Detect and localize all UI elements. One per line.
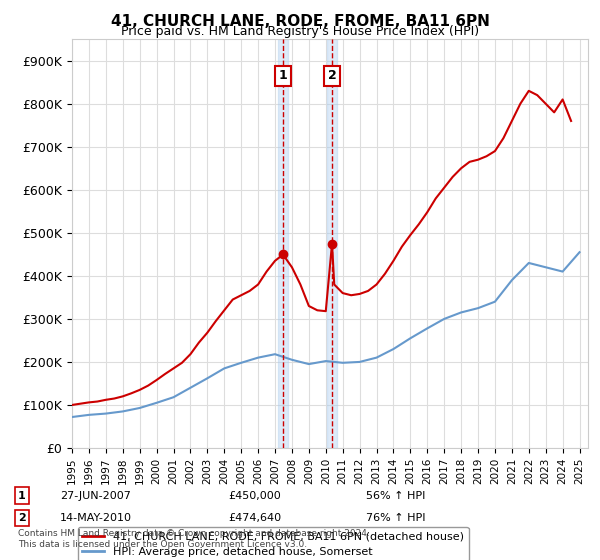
Text: £474,640: £474,640 [228,513,281,523]
Legend: 41, CHURCH LANE, RODE, FROME, BA11 6PN (detached house), HPI: Average price, det: 41, CHURCH LANE, RODE, FROME, BA11 6PN (… [77,527,469,560]
Text: 2: 2 [328,69,337,82]
Text: 2: 2 [18,513,26,523]
Text: 56% ↑ HPI: 56% ↑ HPI [366,491,425,501]
Text: £450,000: £450,000 [228,491,281,501]
Text: 76% ↑ HPI: 76% ↑ HPI [366,513,425,523]
Text: Contains HM Land Registry data © Crown copyright and database right 2024.
This d: Contains HM Land Registry data © Crown c… [18,529,370,549]
Text: 41, CHURCH LANE, RODE, FROME, BA11 6PN: 41, CHURCH LANE, RODE, FROME, BA11 6PN [110,14,490,29]
Text: 14-MAY-2010: 14-MAY-2010 [60,513,132,523]
Text: 1: 1 [279,69,287,82]
Text: 27-JUN-2007: 27-JUN-2007 [60,491,131,501]
Text: Price paid vs. HM Land Registry's House Price Index (HPI): Price paid vs. HM Land Registry's House … [121,25,479,38]
Bar [327,39,337,448]
Bar [278,39,289,448]
Text: 1: 1 [18,491,26,501]
